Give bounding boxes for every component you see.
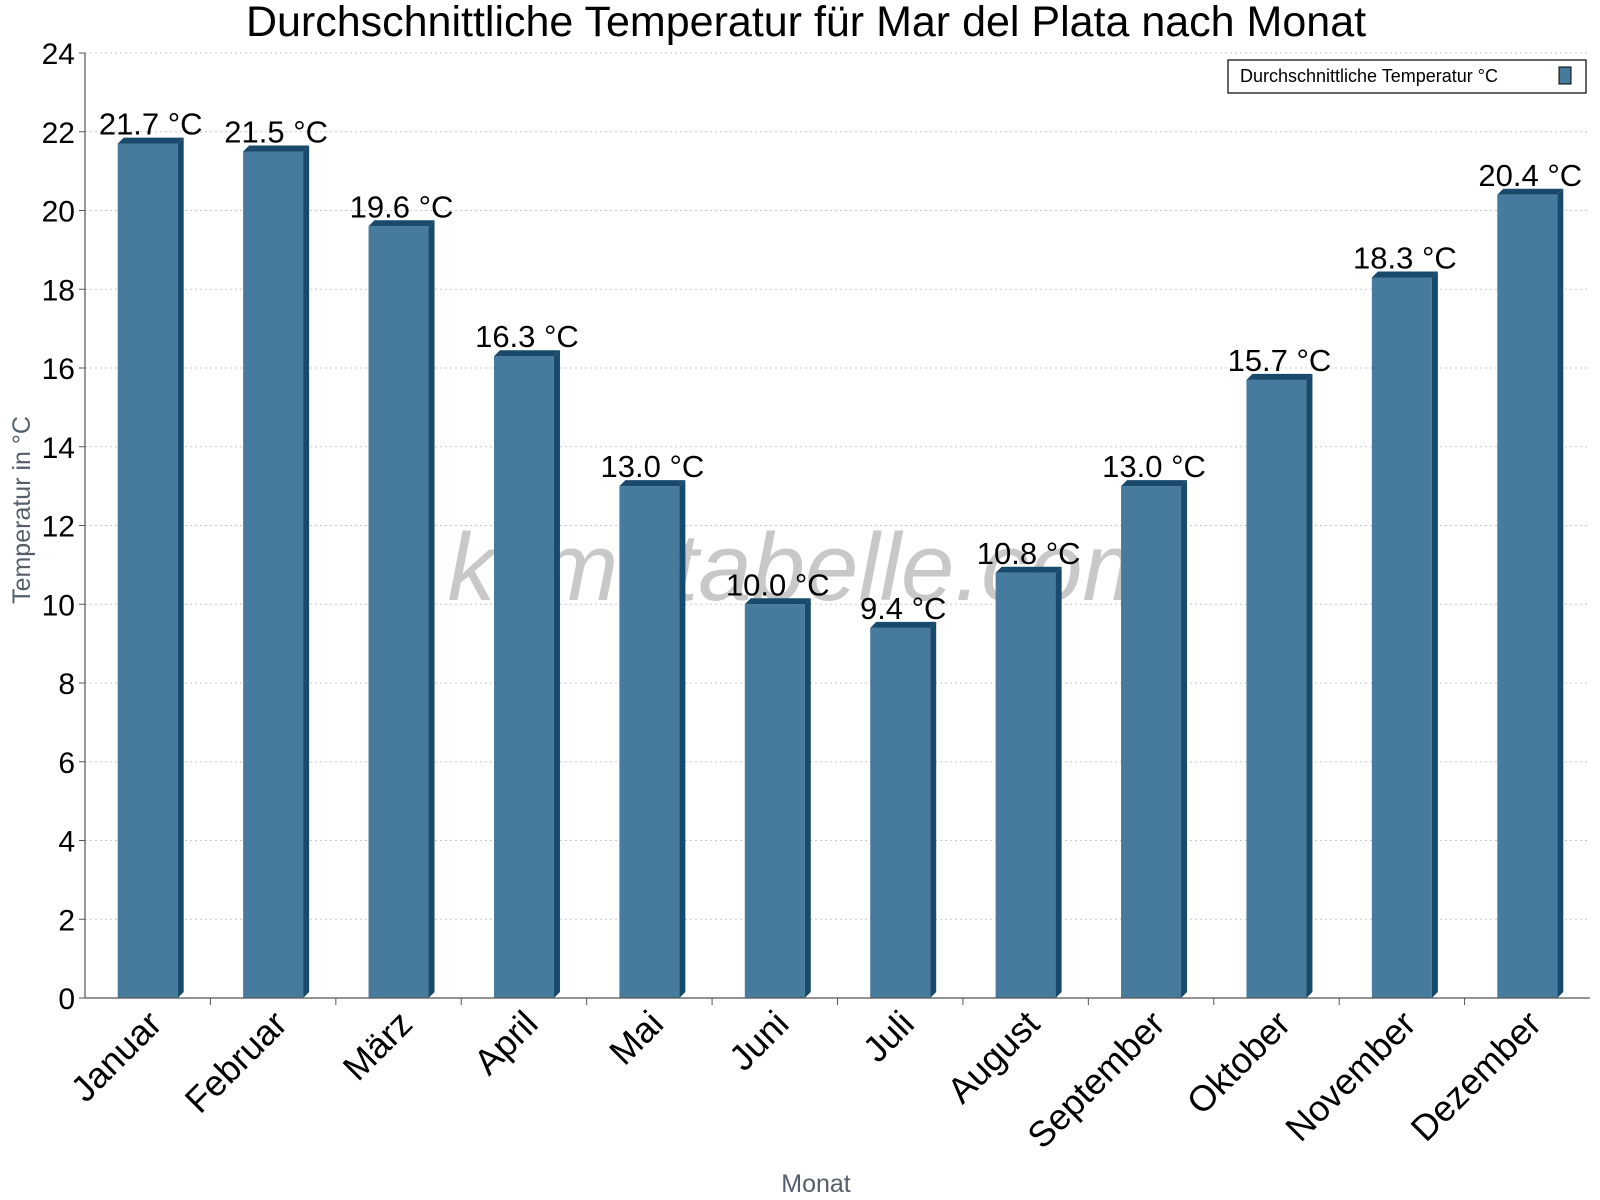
bar (368, 226, 429, 998)
y-tick-label: 8 (58, 668, 75, 701)
chart-title: Durchschnittliche Temperatur für Mar del… (246, 0, 1366, 46)
legend-swatch (1558, 66, 1572, 85)
data-label: 13.0 °C (601, 449, 705, 484)
data-label: 16.3 °C (475, 319, 579, 354)
data-label: 18.3 °C (1353, 240, 1457, 275)
bar-top (368, 220, 435, 227)
bar-side (1431, 271, 1438, 998)
bar-side (428, 220, 435, 998)
bar-top (1371, 271, 1438, 278)
data-label: 13.0 °C (1102, 449, 1206, 484)
y-tick-label: 20 (42, 196, 75, 229)
bar (995, 572, 1056, 998)
bar-top (117, 137, 184, 144)
y-tick-label: 6 (58, 747, 75, 780)
bars (117, 137, 1564, 998)
y-axis-title: Temperatur in °C (8, 416, 36, 604)
legend-label: Durchschnittliche Temperatur °C (1240, 66, 1498, 86)
data-label: 19.6 °C (350, 189, 454, 224)
bar-side (679, 480, 686, 998)
bar-side (804, 598, 811, 998)
bar-top (619, 480, 686, 487)
bar (1371, 277, 1432, 998)
data-label: 10.8 °C (977, 536, 1081, 571)
bar-side (1557, 188, 1564, 998)
axes (79, 52, 1590, 1005)
bar-side (303, 145, 310, 998)
y-tick-label: 0 (58, 983, 75, 1016)
bar (870, 627, 931, 998)
bar-top (744, 598, 811, 605)
bar-top (243, 145, 310, 152)
data-label: 21.7 °C (99, 107, 203, 142)
data-label: 10.0 °C (726, 567, 830, 602)
y-tick-label: 18 (42, 274, 75, 307)
y-tick-label: 4 (58, 826, 75, 859)
data-label: 9.4 °C (860, 591, 947, 626)
bar-side (553, 350, 560, 998)
x-axis-title: Monat (781, 1170, 851, 1198)
bar-top (995, 566, 1062, 573)
bar (744, 604, 805, 998)
bar-side (1306, 373, 1313, 998)
bar-side (1181, 480, 1188, 998)
bar (1121, 486, 1182, 998)
bar-side (1055, 566, 1062, 998)
bar (1246, 379, 1307, 998)
bar-side (930, 621, 937, 998)
bar (619, 486, 680, 998)
data-label: 20.4 °C (1478, 158, 1582, 193)
bar (1497, 194, 1558, 998)
bar (243, 151, 304, 998)
y-tick-label: 2 (58, 904, 75, 937)
data-label: 15.7 °C (1228, 343, 1332, 378)
bar (493, 356, 554, 998)
bar-top (1497, 188, 1564, 195)
legend-box (1227, 59, 1587, 94)
y-tick-label: 14 (42, 432, 75, 465)
y-tick-label: 10 (42, 589, 75, 622)
bar-side (177, 137, 184, 998)
grid (85, 52, 1590, 920)
legend: Durchschnittliche Temperatur °C (1227, 59, 1587, 94)
y-tick-label: 16 (42, 353, 75, 386)
bar-top (1246, 373, 1313, 380)
data-labels: 21.7 °C 21.5 °C 19.6 °C 16.3 °C 13.0 °C 10.0 … (99, 107, 1582, 626)
bar-top (493, 350, 560, 357)
bar (117, 143, 178, 998)
bar-top (870, 621, 937, 628)
y-tick-label: 22 (42, 117, 75, 150)
bar-top (1121, 480, 1188, 487)
data-label: 21.5 °C (224, 114, 328, 149)
y-tick-label: 24 (42, 38, 75, 71)
y-tick-label: 12 (42, 511, 75, 544)
